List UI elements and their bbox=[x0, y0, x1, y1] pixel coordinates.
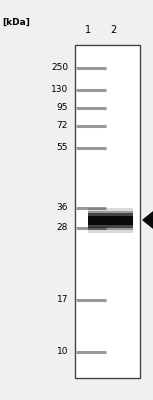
Text: 55: 55 bbox=[56, 144, 68, 152]
Bar bbox=[88, 210, 133, 230]
Bar bbox=[75, 45, 140, 378]
Text: 17: 17 bbox=[56, 296, 68, 304]
Bar bbox=[88, 212, 133, 228]
Text: 95: 95 bbox=[56, 104, 68, 112]
Text: 28: 28 bbox=[57, 224, 68, 232]
Bar bbox=[88, 216, 133, 224]
Polygon shape bbox=[143, 208, 153, 232]
Text: 130: 130 bbox=[51, 86, 68, 94]
Text: 10: 10 bbox=[56, 348, 68, 356]
Text: [kDa]: [kDa] bbox=[2, 18, 30, 27]
Text: 1: 1 bbox=[85, 25, 91, 35]
Bar bbox=[88, 208, 133, 232]
Text: 2: 2 bbox=[110, 25, 116, 35]
Text: 36: 36 bbox=[56, 204, 68, 212]
Text: 72: 72 bbox=[57, 122, 68, 130]
Text: 250: 250 bbox=[51, 64, 68, 72]
